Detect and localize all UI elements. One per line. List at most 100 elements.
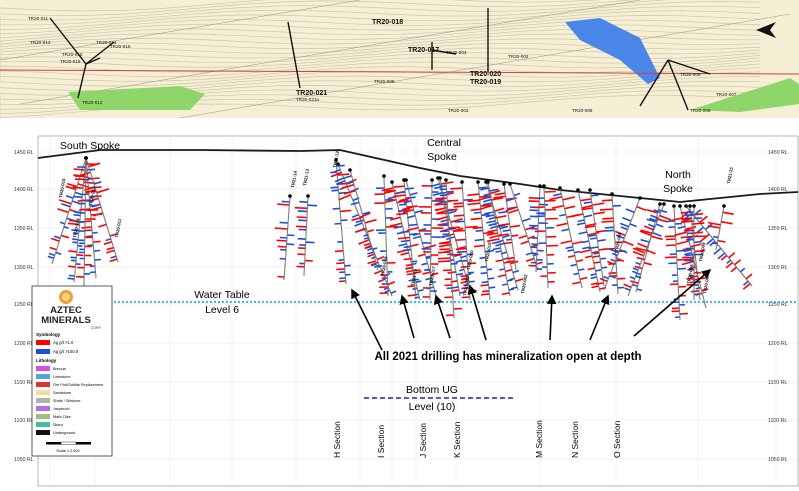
- scale-label: Scale 1:2,500: [56, 449, 79, 453]
- hole-label-s17: TR20-008: [686, 264, 694, 285]
- assay-bar: [668, 262, 678, 265]
- hole-trace-core: [543, 185, 549, 289]
- assay-bar: [453, 205, 464, 208]
- assay-bar: [451, 286, 459, 289]
- assay-bar: [459, 268, 465, 272]
- assay-bar: [489, 188, 499, 192]
- assay-bar: [376, 255, 385, 261]
- assay-bar: [455, 259, 462, 264]
- map-green-band-east: [690, 78, 799, 112]
- assay-bar: [384, 289, 390, 294]
- map-collar-label-m7: TR20-012: [82, 100, 103, 105]
- assay-bar: [389, 216, 401, 221]
- assay-bar: [460, 255, 467, 259]
- assay-bar: [340, 209, 352, 213]
- assay-bar: [441, 230, 450, 233]
- map-drainage: [565, 18, 660, 84]
- assay-bar: [486, 232, 498, 236]
- assay-bar: [480, 272, 488, 275]
- assay-bar: [652, 232, 662, 237]
- assay-bar: [455, 238, 466, 241]
- collar-point: [658, 202, 662, 206]
- assay-bar: [367, 251, 374, 255]
- assay-bar: [334, 249, 344, 253]
- assay-bar: [332, 207, 340, 210]
- hole-label-s7: TR21-14: [290, 170, 298, 188]
- hole-trace-core: [85, 157, 119, 263]
- assay-bar: [405, 263, 413, 267]
- contour-line: [0, 19, 761, 42]
- assay-bar: [527, 235, 536, 240]
- assay-bar: [49, 246, 57, 251]
- assay-bar: [629, 223, 637, 228]
- assay-bar: [297, 210, 308, 213]
- assay-bar: [581, 207, 593, 211]
- assay-bar: [481, 213, 490, 217]
- assay-bar: [393, 185, 405, 188]
- assay-bar: [619, 249, 628, 254]
- assay-bar: [629, 280, 639, 284]
- assay-bar: [68, 265, 76, 268]
- assay-bar: [491, 197, 504, 201]
- assay-bar: [296, 216, 307, 219]
- assay-bar: [336, 262, 345, 265]
- map-divider: [0, 118, 799, 128]
- assay-bar: [98, 223, 107, 228]
- assay-bar: [481, 187, 490, 191]
- hole-trace-core: [429, 179, 433, 301]
- assay-bar: [404, 187, 414, 190]
- assay-bar: [611, 252, 618, 257]
- assay-bar: [676, 240, 690, 245]
- assay-bar: [363, 242, 371, 247]
- assay-bar: [720, 254, 728, 261]
- assay-bar: [609, 274, 616, 279]
- assay-bar: [659, 214, 672, 221]
- assay-bar: [728, 252, 736, 259]
- assay-bar: [57, 208, 69, 214]
- drillhole-38: [707, 204, 734, 251]
- collar-point: [438, 176, 442, 180]
- assay-bar: [567, 254, 576, 258]
- logo-line-2: MINERALS: [41, 315, 91, 326]
- assay-bar: [467, 262, 476, 265]
- collar-point: [576, 188, 580, 192]
- assay-bar: [707, 225, 721, 229]
- assay-bar: [405, 266, 413, 270]
- assay-bar: [572, 281, 581, 285]
- assay-bar: [635, 261, 641, 266]
- lith-swatch: [36, 366, 50, 371]
- assay-bar: [58, 199, 72, 205]
- assay-bar: [63, 226, 69, 229]
- assay-bar: [72, 238, 79, 241]
- assay-bar: [693, 293, 700, 296]
- assay-bar: [402, 248, 412, 252]
- hole-label-s19: TR21-21: [726, 166, 734, 184]
- assay-bar: [625, 208, 635, 214]
- drillhole-7: [294, 194, 318, 277]
- assay-bar: [437, 257, 451, 260]
- map-collar-label-m8: TR20-018: [372, 19, 403, 26]
- lith-swatch: [36, 398, 50, 403]
- topography-line: [37, 149, 799, 203]
- contour-line: [0, 5, 761, 30]
- assay-bar: [488, 286, 496, 289]
- assay-bar: [350, 201, 360, 206]
- assay-bar: [396, 199, 409, 204]
- assay-bar: [603, 275, 609, 280]
- assay-bar: [396, 191, 406, 194]
- assay-bar: [364, 245, 372, 250]
- hole-trace-core: [611, 193, 619, 295]
- assay-bar: [406, 214, 416, 219]
- assay-bar: [399, 197, 411, 202]
- hole-trace-core: [589, 189, 605, 287]
- assay-bar: [495, 250, 502, 253]
- logo-line-1: AZTEC: [50, 305, 82, 316]
- map-collar-label-m12: TR20-005: [374, 79, 395, 84]
- assay-bar: [390, 290, 397, 294]
- assay-bar: [561, 228, 570, 232]
- assay-bar: [422, 271, 431, 275]
- assay-bar: [637, 242, 648, 248]
- map-collar-label-m2: TR20-013: [30, 40, 51, 45]
- assay-bar: [393, 225, 403, 229]
- assay-bar: [579, 249, 592, 254]
